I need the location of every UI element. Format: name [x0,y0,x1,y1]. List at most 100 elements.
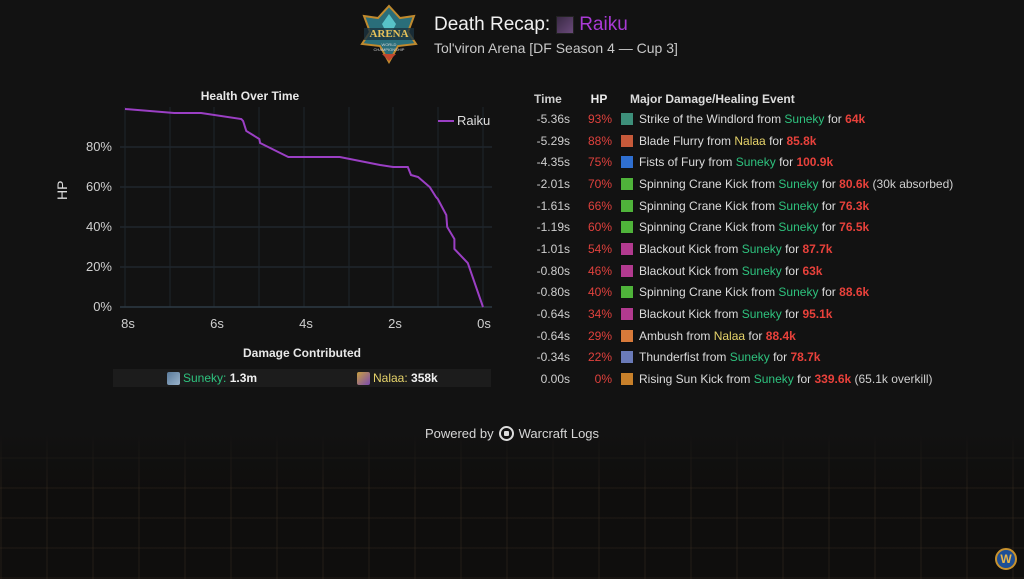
event-description: Strike of the Windlord from Suneky for 6… [612,111,866,126]
from-word: from [751,285,776,300]
from-word: from [702,350,727,365]
damage-item-nalaa: Nalaa: 358k [357,371,438,385]
from-word: from [714,241,739,256]
x-tick-0s: 0s [477,316,491,331]
spell-icon [620,372,634,387]
event-hp: 46% [587,263,612,278]
event-time: -1.01s [536,241,570,256]
background-floor-grid [0,430,1024,579]
source-name: Suneky [741,307,782,322]
for-word: for [779,155,794,170]
match-subtitle: Tol'viron Arena [DF Season 4 — Cup 3] [434,40,678,56]
x-tick-6s: 6s [210,316,224,331]
y-tick-80: 80% [85,139,112,154]
table-row: -4.35s 75% Fists of Fury from Suneky for 1… [530,151,953,173]
table-row: -0.80s 40% Spinning Crane Kick from Suneky… [530,282,953,304]
table-row: -1.01s 54% Blackout Kick from Suneky for 8… [530,238,953,260]
source-name: Suneky [778,198,819,213]
x-tick-4s: 4s [299,316,313,331]
for-word: for [785,241,800,256]
spell-icon [620,176,634,191]
source-name: Suneky [778,220,819,235]
table-header: Time HP Major Damage/Healing Event [530,90,953,108]
from-word: from [751,198,776,213]
damage-amount: 100.9k [796,155,834,170]
damage-amount: 88.6k [839,285,870,300]
event-description: Thunderfist from Suneky for 78.7k [612,350,821,365]
source-name: Suneky [735,155,776,170]
source-name: Suneky [741,263,782,278]
svg-text:WORLD: WORLD [382,42,397,47]
x-tick-2s: 2s [388,316,402,331]
event-hp: 54% [587,241,612,256]
damage-amount: 64k [845,111,866,126]
source-name: Suneky [784,111,825,126]
damage-amount: 80.6k [839,176,870,191]
event-description: Ambush from Nalaa for 88.4k [612,328,796,343]
spell-name: Blackout Kick [639,307,712,322]
for-word: for [821,198,836,213]
spell-name: Ambush [639,328,684,343]
event-hp: 60% [587,220,612,235]
table-row: -0.80s 46% Blackout Kick from Suneky for 6… [530,260,953,282]
powered-by-footer: Powered by Warcraft Logs [0,426,1024,441]
player-name: Raiku [579,14,628,35]
event-hp: 66% [587,198,612,213]
x-tick-8s: 8s [121,316,135,331]
spell-name: Spinning Crane Kick [639,285,748,300]
event-time: -1.19s [536,220,570,235]
table-row: -5.36s 93% Strike of the Windlord from Sun… [530,108,953,130]
spell-icon [620,263,634,278]
event-time: -5.29s [536,133,570,148]
rogue-outlaw-icon [357,371,370,385]
event-time: 0.00s [540,372,570,387]
spell-icon [620,220,634,235]
event-description: Fists of Fury from Suneky for 100.9k [612,155,834,170]
warcraft-logs-icon [498,426,514,441]
source-name: Suneky [778,285,819,300]
legend-swatch [438,119,454,122]
source-name: Nalaa [734,133,766,148]
page-header: ARENA WORLD CHAMPIONSHIP Death Recap: Ra… [356,4,678,65]
from-word: from [726,372,751,387]
event-time: -0.80s [536,263,570,278]
event-hp: 34% [587,307,612,322]
table-row: 0.00s 0% Rising Sun Kick from Suneky for 3… [530,368,953,390]
y-tick-0: 0% [93,299,112,314]
from-word: from [714,263,739,278]
event-time: -2.01s [536,176,570,191]
for-word: for [785,307,800,322]
table-row: -2.01s 70% Spinning Crane Kick from Suneky… [530,173,953,195]
event-time: -0.64s [536,307,570,322]
powered-by-text: Powered by [424,426,494,441]
table-row: -0.64s 29% Ambush from Nalaa for 88.4k [530,325,953,347]
damage-amount: 78.7k [790,350,821,365]
page-title: Death Recap: Raiku [434,12,678,38]
spell-name: Strike of the Windlord [639,111,754,126]
from-word: from [714,307,739,322]
damage-source-name: Suneky [183,371,224,385]
spell-name: Spinning Crane Kick [639,176,748,191]
event-time: -1.61s [536,198,570,213]
damage-value: 358k [411,371,438,385]
col-time-header: Time [534,92,562,106]
y-tick-20: 20% [85,259,112,274]
event-hp: 22% [587,350,612,365]
event-time: -4.35s [536,155,570,170]
spell-name: Blackout Kick [639,263,712,278]
event-description: Spinning Crane Kick from Suneky for 76.3… [612,198,869,213]
from-word: from [757,111,782,126]
source-name: Suneky [741,241,782,256]
for-word: for [773,350,788,365]
source-name: Suneky [753,372,794,387]
damage-amount: 63k [802,263,823,278]
for-word: for [821,176,836,191]
spell-name: Blackout Kick [639,241,712,256]
chart-legend: Raiku [438,113,490,128]
y-tick-40: 40% [85,219,112,234]
col-hp-header: HP [590,92,608,106]
health-line-chart [120,107,492,308]
player-class-icon [556,16,575,34]
damage-amount: 95.1k [802,307,833,322]
from-word: from [708,155,733,170]
